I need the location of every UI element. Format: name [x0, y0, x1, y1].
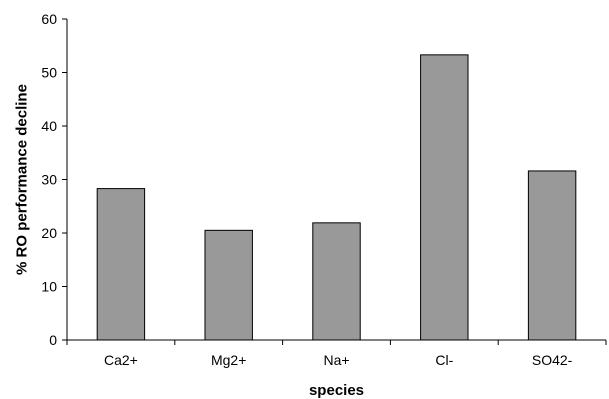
- bar: [421, 55, 468, 340]
- y-tick-label: 20: [41, 225, 57, 241]
- x-axis-ticks: Ca2+ Mg2+ Na+ Cl- SO42-: [67, 340, 606, 368]
- x-tick-label: Cl-: [435, 352, 453, 368]
- bar: [205, 230, 252, 340]
- bar: [528, 171, 575, 340]
- x-tick-label: Mg2+: [211, 352, 246, 368]
- x-tick-label: Na+: [323, 352, 349, 368]
- y-tick-label: 60: [41, 11, 57, 27]
- y-tick-label: 10: [41, 279, 57, 295]
- x-tick-label: Ca2+: [104, 352, 138, 368]
- bar: [97, 189, 144, 340]
- y-tick-label: 0: [49, 332, 57, 348]
- y-tick-label: 30: [41, 172, 57, 188]
- x-tick-label: SO42-: [532, 352, 573, 368]
- y-tick-label: 40: [41, 118, 57, 134]
- y-axis-title: % RO performance decline: [13, 84, 30, 275]
- bars: [97, 55, 576, 340]
- x-axis-title: species: [309, 382, 364, 399]
- y-tick-label: 50: [41, 65, 57, 81]
- y-axis-ticks: 0 10 20 30 40 50 60: [41, 11, 67, 348]
- bar: [313, 223, 360, 340]
